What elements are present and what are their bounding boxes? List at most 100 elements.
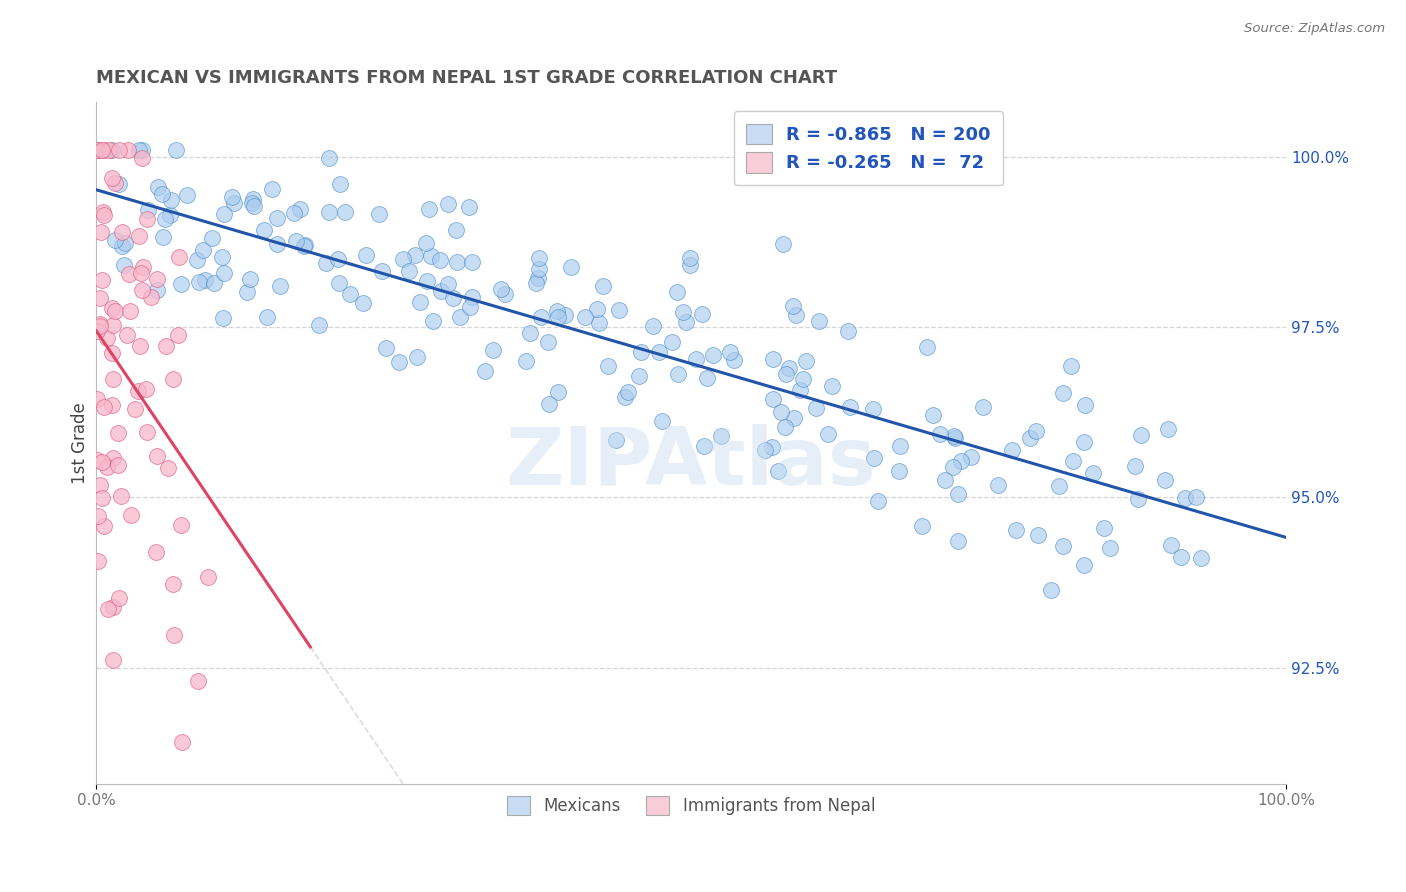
Point xyxy=(90,455,112,469)
Point xyxy=(889,439,911,453)
Point xyxy=(806,401,828,415)
Point xyxy=(120,508,142,523)
Point xyxy=(527,251,550,265)
Point xyxy=(110,489,132,503)
Point xyxy=(422,314,444,328)
Point xyxy=(91,491,114,506)
Point xyxy=(710,429,733,443)
Point xyxy=(675,315,697,329)
Point xyxy=(772,236,794,251)
Point xyxy=(352,295,374,310)
Point xyxy=(112,258,135,272)
Point xyxy=(1026,528,1049,542)
Point xyxy=(153,211,176,226)
Point xyxy=(1092,521,1115,535)
Point xyxy=(91,273,114,287)
Point xyxy=(406,351,429,365)
Point xyxy=(370,264,392,278)
Point xyxy=(290,202,312,217)
Point xyxy=(868,493,890,508)
Point xyxy=(761,441,783,455)
Point xyxy=(117,143,139,157)
Point xyxy=(292,239,315,253)
Point xyxy=(934,473,956,487)
Point xyxy=(607,302,630,317)
Point xyxy=(155,339,177,353)
Point xyxy=(416,274,439,288)
Point xyxy=(554,309,576,323)
Point xyxy=(458,200,481,214)
Point xyxy=(641,319,664,334)
Point xyxy=(101,143,124,157)
Point xyxy=(928,426,950,441)
Point xyxy=(1098,541,1121,555)
Point xyxy=(242,192,264,206)
Point xyxy=(789,383,811,397)
Point xyxy=(89,292,111,306)
Point xyxy=(212,310,235,325)
Point xyxy=(221,190,243,204)
Point xyxy=(328,252,350,266)
Point xyxy=(702,347,724,361)
Point xyxy=(101,346,124,360)
Point xyxy=(162,576,184,591)
Point xyxy=(335,205,357,219)
Point xyxy=(1019,431,1042,445)
Point xyxy=(1185,490,1208,504)
Point xyxy=(187,275,209,289)
Point xyxy=(117,328,139,343)
Point xyxy=(124,401,146,416)
Point xyxy=(129,339,152,353)
Point xyxy=(783,411,806,425)
Point xyxy=(1073,435,1095,450)
Point xyxy=(107,458,129,472)
Point xyxy=(104,176,127,190)
Point xyxy=(1039,582,1062,597)
Point xyxy=(1189,550,1212,565)
Point xyxy=(157,461,180,475)
Point xyxy=(132,260,155,274)
Point xyxy=(429,253,451,268)
Point xyxy=(627,369,650,384)
Point xyxy=(159,208,181,222)
Point xyxy=(91,204,114,219)
Point xyxy=(398,264,420,278)
Point xyxy=(773,420,796,434)
Point xyxy=(666,367,689,381)
Point xyxy=(1123,458,1146,473)
Point xyxy=(1062,453,1084,467)
Point xyxy=(917,340,939,354)
Point xyxy=(86,143,108,157)
Point xyxy=(775,367,797,381)
Point xyxy=(97,602,120,616)
Point xyxy=(862,402,884,417)
Point xyxy=(693,439,716,453)
Point xyxy=(308,318,330,332)
Point xyxy=(89,318,111,333)
Point xyxy=(120,304,142,318)
Point xyxy=(769,405,792,419)
Point xyxy=(685,351,707,366)
Point xyxy=(103,304,125,318)
Point xyxy=(318,205,340,219)
Point xyxy=(93,519,115,533)
Point xyxy=(922,409,945,423)
Point xyxy=(93,143,115,157)
Point xyxy=(661,335,683,350)
Point xyxy=(104,233,127,247)
Point xyxy=(118,267,141,281)
Point xyxy=(197,569,219,583)
Text: Source: ZipAtlas.com: Source: ZipAtlas.com xyxy=(1244,22,1385,36)
Point xyxy=(375,341,398,355)
Point xyxy=(1025,424,1047,438)
Point xyxy=(1001,443,1024,458)
Point xyxy=(679,258,702,272)
Point xyxy=(696,371,718,385)
Point xyxy=(461,290,484,304)
Point xyxy=(437,197,460,211)
Point xyxy=(93,208,115,222)
Point xyxy=(1126,491,1149,506)
Point xyxy=(419,249,441,263)
Point xyxy=(546,303,568,318)
Point xyxy=(135,425,157,439)
